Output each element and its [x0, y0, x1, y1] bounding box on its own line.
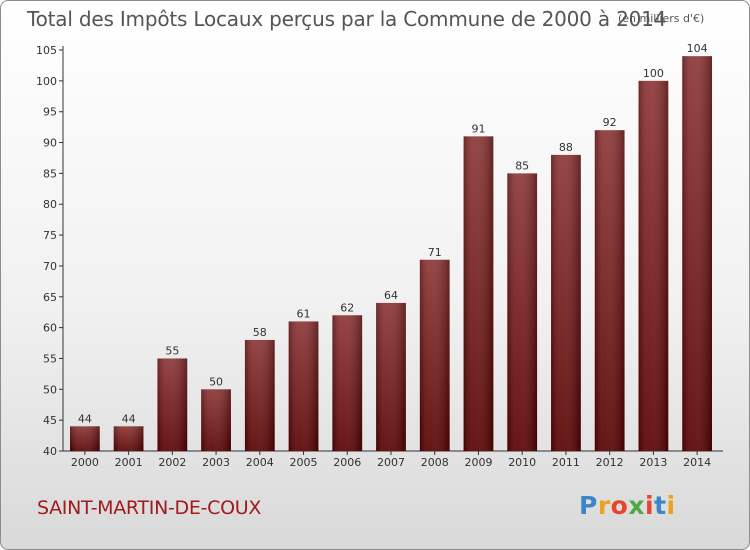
- data-label: 85: [515, 159, 529, 172]
- data-label: 71: [428, 246, 442, 259]
- data-label: 58: [253, 326, 267, 339]
- bar-shade: [244, 339, 275, 451]
- x-tick-label: 2013: [639, 456, 667, 469]
- x-tick-label: 2008: [421, 456, 449, 469]
- logo-letter: o: [610, 491, 629, 520]
- chart-unit: (en milliers d'€): [618, 12, 705, 25]
- x-tick-label: 2002: [158, 456, 186, 469]
- x-tick-label: 2010: [508, 456, 536, 469]
- bar-shade: [376, 302, 406, 451]
- x-tick-label: 2007: [377, 456, 405, 469]
- bar-shade: [507, 173, 538, 451]
- logo-letter: x: [628, 491, 645, 520]
- y-axis: 40 45 50 55 60 65 70 75 80 85 90 95 100 105: [36, 44, 64, 458]
- bar-shade: [463, 136, 494, 451]
- x-tick-label: 2006: [333, 456, 361, 469]
- data-label: 64: [384, 289, 398, 302]
- bars: [69, 56, 713, 452]
- y-tick-label: 65: [43, 291, 57, 304]
- y-tick-label: 40: [43, 445, 57, 458]
- logo-letter: r: [597, 491, 611, 520]
- x-tick-label: 2009: [464, 456, 492, 469]
- data-label: 100: [643, 67, 664, 80]
- y-tick-label: 100: [36, 75, 57, 88]
- proxiti-logo[interactable]: Proxiti: [579, 491, 676, 520]
- bar-shade: [332, 315, 363, 451]
- data-label: 44: [78, 412, 92, 425]
- bar-shade: [682, 56, 713, 452]
- y-tick-label: 50: [43, 383, 57, 396]
- y-tick-label: 80: [43, 198, 57, 211]
- data-label: 55: [165, 344, 179, 357]
- x-tick-label: 2005: [290, 456, 318, 469]
- data-label: 92: [603, 116, 617, 129]
- bar-shade: [201, 389, 231, 451]
- chart-title: Total des Impôts Locaux perçus par la Co…: [27, 7, 666, 31]
- y-tick-label: 70: [43, 260, 57, 273]
- x-tick-label: 2014: [683, 456, 711, 469]
- data-label: 88: [559, 141, 573, 154]
- x-tick-label: 2003: [202, 456, 230, 469]
- x-tick-label: 2004: [246, 456, 274, 469]
- chart-title-text: Total des Impôts Locaux perçus par la Co…: [27, 7, 667, 31]
- y-tick-label: 45: [43, 414, 57, 427]
- x-tick-label: 2001: [115, 456, 143, 469]
- y-tick-label: 105: [36, 44, 57, 57]
- data-label: 91: [471, 122, 485, 135]
- y-tick-label: 60: [43, 322, 57, 335]
- x-tick-label: 2011: [552, 456, 580, 469]
- y-tick-label: 85: [43, 167, 57, 180]
- data-label: 61: [297, 307, 311, 320]
- data-label: 50: [209, 375, 223, 388]
- logo-letter: i: [666, 491, 676, 520]
- data-label: 104: [687, 42, 708, 55]
- y-tick-label: 90: [43, 137, 57, 150]
- x-tick-label: 2000: [71, 456, 99, 469]
- bar-shade: [551, 154, 581, 451]
- commune-name: SAINT-MARTIN-DE-COUX: [37, 497, 262, 519]
- logo-letter: t: [654, 491, 667, 520]
- data-label: 62: [340, 301, 354, 314]
- y-tick-label: 75: [43, 229, 57, 242]
- logo-letter: i: [645, 491, 655, 520]
- bar-shade: [594, 130, 625, 451]
- bar-shade: [288, 321, 319, 451]
- logo-letter: P: [579, 491, 598, 520]
- bar-shade: [69, 426, 100, 451]
- y-tick-label: 55: [43, 352, 57, 365]
- x-tick-label: 2012: [596, 456, 624, 469]
- x-axis: 2000 2001 2002 2003 2004 2005 2006 2007 2008 2009…: [63, 450, 723, 469]
- data-label: 44: [122, 412, 136, 425]
- bar-shade: [113, 426, 144, 451]
- bar-shade: [157, 358, 188, 451]
- data-labels: 44 44 55 50 58 61 62 64 71 91 85 88 92 100 104: [78, 42, 708, 425]
- y-tick-label: 95: [43, 106, 57, 119]
- bar-shade: [419, 259, 450, 451]
- bar-shade: [638, 80, 669, 451]
